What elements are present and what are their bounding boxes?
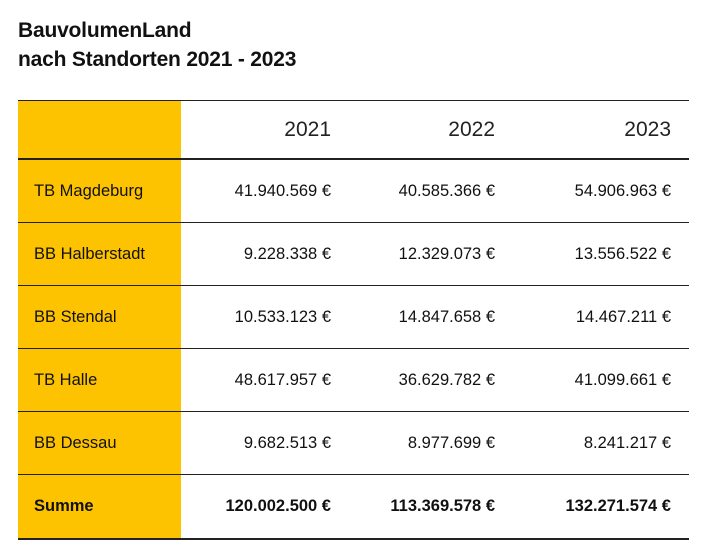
value-cell: 48.617.957 € (234, 370, 331, 389)
value-cell: 41.940.569 € (234, 181, 331, 200)
row-label: TB Magdeburg (18, 160, 181, 222)
header-label-cell (18, 101, 181, 158)
column-header-2022: 2022 (448, 117, 495, 141)
row-label: TB Halle (18, 349, 181, 411)
document-title: BauvolumenLand nach Standorten 2021 - 20… (18, 16, 296, 74)
column-header-2023: 2023 (624, 117, 671, 141)
table-total-row: Summe 120.002.500 € 113.369.578 € 132.27… (18, 475, 689, 540)
volume-table: 2021 2022 2023 TB Magdeburg 41.940.569 €… (18, 100, 689, 540)
value-cell: 14.467.211 € (575, 307, 671, 326)
value-cell: 9.682.513 € (243, 433, 331, 452)
title-line-1: BauvolumenLand (18, 19, 192, 42)
value-cell: 8.977.699 € (407, 433, 495, 452)
table-header-row: 2021 2022 2023 (18, 101, 689, 160)
value-cell: 54.906.963 € (574, 181, 671, 200)
total-value-2022: 113.369.578 € (390, 497, 495, 515)
table-row: TB Halle 48.617.957 € 36.629.782 € 41.09… (18, 349, 689, 412)
row-label: BB Halberstadt (18, 223, 181, 285)
value-cell: 9.228.338 € (243, 244, 331, 263)
table-row: BB Halberstadt 9.228.338 € 12.329.073 € … (18, 223, 689, 286)
table-row: TB Magdeburg 41.940.569 € 40.585.366 € 5… (18, 160, 689, 223)
value-cell: 41.099.661 € (574, 370, 671, 389)
total-value-2021: 120.002.500 € (225, 497, 331, 515)
value-cell: 13.556.522 € (574, 244, 671, 263)
row-label: BB Dessau (18, 412, 181, 474)
total-label: Summe (18, 475, 181, 538)
value-cell: 10.533.123 € (234, 307, 331, 326)
column-header-2021: 2021 (284, 117, 331, 141)
table-row: BB Stendal 10.533.123 € 14.847.658 € 14.… (18, 286, 689, 349)
value-cell: 14.847.658 € (398, 307, 495, 326)
table-row: BB Dessau 9.682.513 € 8.977.699 € 8.241.… (18, 412, 689, 475)
row-label: BB Stendal (18, 286, 181, 348)
title-line-2: nach Standorten 2021 - 2023 (18, 48, 297, 71)
value-cell: 40.585.366 € (398, 181, 495, 200)
value-cell: 12.329.073 € (398, 244, 495, 263)
value-cell: 8.241.217 € (583, 433, 671, 452)
total-value-2023: 132.271.574 € (565, 497, 671, 515)
value-cell: 36.629.782 € (398, 370, 495, 389)
